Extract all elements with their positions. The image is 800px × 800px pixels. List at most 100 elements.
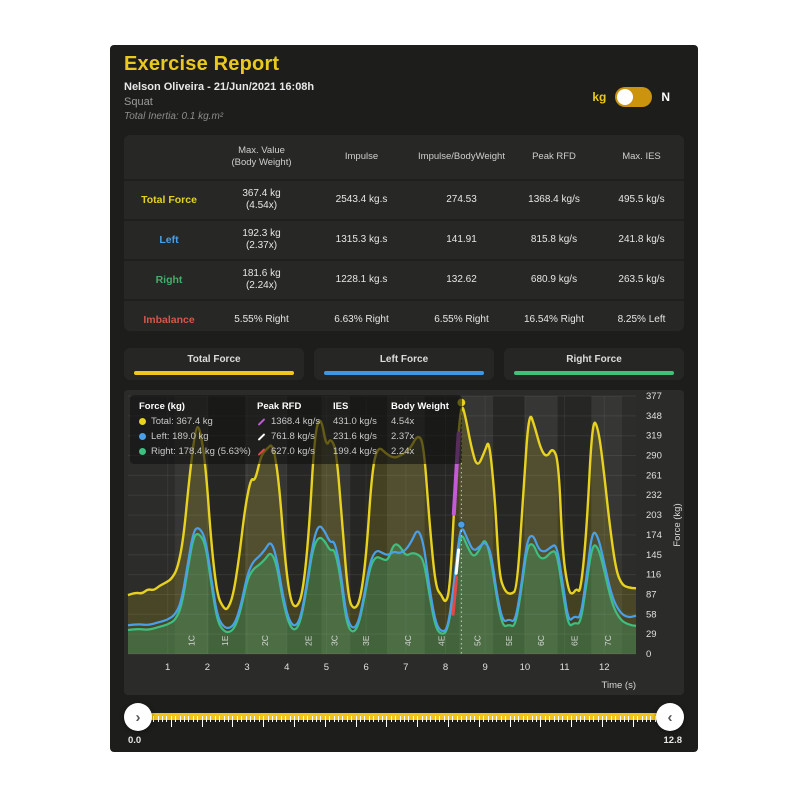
table-column-header: Max. IES [622,151,661,162]
ruler-tick [355,716,357,727]
ruler-tick [188,716,190,722]
phase-label: 5E [504,635,514,646]
ruler-tick [465,716,467,722]
ruler-tick [316,716,317,722]
ruler-tick [531,716,533,722]
ruler-tick [597,716,599,722]
ruler-tick [386,716,388,727]
ruler-tick [364,716,366,722]
ruler-tick [197,716,199,722]
ruler-tick [412,716,414,722]
unit-kg-label[interactable]: kg [592,90,607,104]
x-tick-label: 3 [244,662,249,673]
y-tick-label: 116 [646,570,661,581]
ruler-tick [624,716,625,722]
ruler-tick [646,716,647,722]
ruler-tick [514,716,515,722]
series-button-label: Left Force [379,354,429,365]
unit-n-label[interactable]: N [661,90,670,104]
x-tick-label: 5 [324,662,329,673]
marker-dot [457,520,466,529]
table-cell: 680.9 kg/s [509,259,599,299]
ruler-tick [619,716,621,722]
right-force-line [127,533,637,635]
series-color-bar [324,371,484,375]
scrubber-right-handle[interactable]: ‹ [656,703,684,731]
series-toggle-button-left-force[interactable]: Left Force [314,348,494,380]
ruler-tick [157,716,159,722]
ruler-tick [628,716,630,722]
ruler-tick [206,716,207,722]
x-tick-label: 6 [363,662,368,673]
phase-band [459,396,494,654]
scrubber-left-handle[interactable]: › [124,703,152,731]
y-tick-label: 29 [646,629,657,640]
summary-table: Max. Value (Body Weight) Impulse Impulse/Bo… [124,135,684,331]
ruler-tick [382,716,383,722]
y-tick-label: 145 [646,550,662,561]
ruler-tick [575,716,577,722]
chevron-left-icon: ‹ [667,708,673,726]
ruler-tick [285,716,287,722]
legend-rfd-value: 761.8 kg/s [257,431,333,442]
toggle-knob [617,89,634,105]
ruler-tick [263,716,265,727]
range-end-value: 12.8 [663,735,683,746]
series-color-bar [514,371,674,375]
ruler-tick [487,716,489,722]
page-title: Exercise Report [124,53,280,75]
exercise-name: Squat [124,96,153,108]
chevron-right-icon: › [135,708,141,726]
legend-rfd-value: 1368.4 kg/s [257,416,333,427]
phase-label: 4C [403,635,413,646]
table-cell: 5.55% Right [214,299,309,339]
ruler-tick [280,716,282,722]
series-toggle-button-right-force[interactable]: Right Force [504,348,684,380]
unit-toggle-switch[interactable] [615,87,653,107]
ruler-tick [505,716,507,722]
ruler-tick [368,716,370,722]
scrubber-ruler [140,716,669,728]
table-cell: 367.4 kg (4.54x) [214,179,309,219]
ruler-tick [522,716,524,722]
ruler-tick [527,716,529,722]
ruler-tick [430,716,432,722]
table-cell: 6.63% Right [309,299,414,339]
y-tick-label: 174 [646,530,662,541]
legend-column-header: Peak RFD [257,401,302,412]
ruler-tick [338,716,339,722]
legend-column-header: Force (kg) [139,401,185,412]
y-tick-label: 290 [646,451,662,462]
table-row-label: Total Force [124,179,214,219]
table-column-header: Max. Value (Body Weight) [231,145,292,168]
ruler-tick [324,716,326,727]
legend-column-header: Body Weight [391,401,449,412]
ruler-tick [162,716,163,722]
table-cell: 181.6 kg (2.24x) [214,259,309,299]
rfd-slope-icon [257,432,266,441]
table-column-header: Impulse [344,151,379,162]
ruler-tick [544,716,546,722]
legend-series-value: Right: 178.4 kg (5.63%) [139,446,257,457]
table-cell: 6.55% Right [414,299,509,339]
legend-ies-value: 431.0 kg/s [333,416,377,427]
series-toggle-button-total-force[interactable]: Total Force [124,348,304,380]
ruler-tick [294,716,295,727]
left-force-line [127,525,637,633]
y-tick-label: 203 [646,510,662,521]
ruler-tick [272,716,273,722]
rfd-slope-icon [257,417,266,426]
phase-band [591,396,623,654]
ruler-tick [641,716,643,722]
ruler-tick [562,716,564,722]
peak-rfd-segment [454,548,461,575]
y-axis-title: Force (kg) [672,503,683,546]
athlete-and-date: Nelson Oliveira - 21/Jun/2021 16:08h [124,81,315,93]
ruler-tick [434,716,436,722]
phase-label: 4E [437,635,447,646]
table-cell: 495.5 kg/s [599,179,684,219]
table-column-header: Peak RFD [532,151,576,162]
unit-toggle: kg N [592,87,670,107]
ruler-tick [637,716,639,722]
ruler-tick [496,716,498,722]
